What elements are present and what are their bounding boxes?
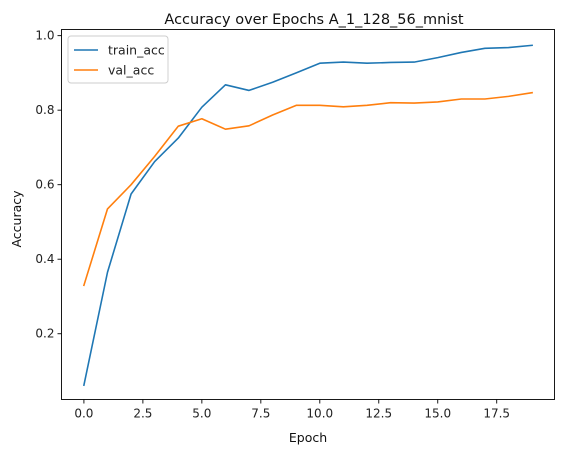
x-tick-label: 12.5 xyxy=(365,407,392,421)
x-tick-label: 15.0 xyxy=(424,407,451,421)
x-tick-label: 7.5 xyxy=(251,407,270,421)
y-tick-label: 0.6 xyxy=(35,178,54,192)
y-tick-label: 1.0 xyxy=(35,29,54,43)
plot-area xyxy=(82,44,534,387)
legend-box xyxy=(67,35,169,84)
x-tick-label: 2.5 xyxy=(133,407,152,421)
chart-title: Accuracy over Epochs A_1_128_56_mnist xyxy=(164,12,463,28)
y-tick-label: 0.4 xyxy=(35,252,54,266)
plot-frame xyxy=(61,29,555,400)
x-axis-label: Epoch xyxy=(289,430,327,445)
legend-label-train-acc: train_acc xyxy=(108,43,165,58)
y-axis-label: Accuracy xyxy=(9,190,24,248)
legend: train_acc val_acc xyxy=(67,35,169,84)
y-tick-label: 0.8 xyxy=(35,103,54,117)
x-tick-label: 0.0 xyxy=(74,407,93,421)
x-tick-label: 5.0 xyxy=(192,407,211,421)
x-tick-label: 17.5 xyxy=(483,407,510,421)
y-tick-label: 0.2 xyxy=(35,327,54,341)
series-line-train-acc xyxy=(82,44,533,387)
legend-label-val-acc: val_acc xyxy=(108,63,154,78)
series-line-val-acc xyxy=(82,91,534,287)
x-tick-label: 10.0 xyxy=(306,407,333,421)
